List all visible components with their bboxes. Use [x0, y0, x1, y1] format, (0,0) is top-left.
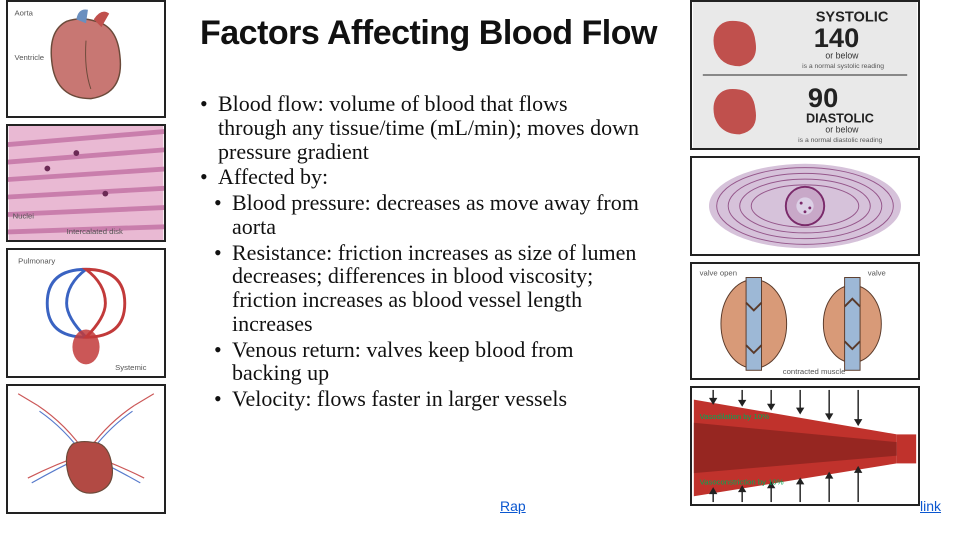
bullet-blood-flow: Blood flow: volume of blood that flows t…	[200, 92, 640, 163]
artery-histology-image	[690, 156, 920, 256]
blood-pressure-infographic-image: SYSTOLIC 140 or below is a normal systol…	[690, 0, 920, 150]
svg-text:Vasoconstriction by 10%: Vasoconstriction by 10%	[700, 478, 784, 487]
svg-text:or below: or below	[825, 50, 859, 60]
slide-title: Factors Affecting Blood Flow	[200, 14, 760, 53]
svg-text:Aorta: Aorta	[15, 9, 34, 18]
svg-text:Vasodilation by 10%: Vasodilation by 10%	[700, 412, 770, 421]
cardiac-muscle-histology-image: Nuclei Intercalated disk	[6, 124, 166, 242]
svg-text:is a normal systolic reading: is a normal systolic reading	[802, 63, 884, 70]
sub-bullet-venous-return: Venous return: valves keep blood from ba…	[214, 338, 640, 386]
sub-bullet-bp: Blood pressure: decreases as move away f…	[214, 191, 640, 239]
svg-text:Ventricle: Ventricle	[15, 53, 45, 62]
bullet-list: Blood flow: volume of blood that flows t…	[200, 92, 640, 413]
circulatory-schematic-image: Pulmonary Systemic	[6, 248, 166, 378]
vasodilation-flow-image: Vasodilation by 10% Vasoconstriction by …	[690, 386, 920, 506]
right-image-column: SYSTOLIC 140 or below is a normal systol…	[690, 0, 920, 512]
svg-text:Pulmonary: Pulmonary	[18, 257, 55, 266]
heart-vascular-tree-image	[6, 384, 166, 514]
external-link[interactable]: link	[920, 498, 941, 514]
rap-link[interactable]: Rap	[500, 498, 526, 514]
heart-anatomy-image: Aorta Ventricle	[6, 0, 166, 118]
bullet-affected-by: Affected by:	[200, 165, 640, 189]
svg-text:Intercalated disk: Intercalated disk	[67, 227, 123, 236]
slide: Aorta Ventricle Nuclei Intercala	[0, 0, 960, 540]
sub-bullet-velocity: Velocity: flows faster in larger vessels	[214, 387, 640, 411]
sub-bullet-resistance: Resistance: friction increases as size o…	[214, 241, 640, 336]
svg-text:Systemic: Systemic	[115, 363, 147, 372]
svg-text:valve open: valve open	[700, 269, 737, 278]
left-image-column: Aorta Ventricle Nuclei Intercala	[6, 0, 166, 520]
svg-text:contracted muscle: contracted muscle	[783, 367, 846, 376]
svg-text:is a normal diastolic reading: is a normal diastolic reading	[798, 137, 882, 144]
vein-valve-diagram-image: valve open valve contracted muscle	[690, 262, 920, 380]
svg-text:or below: or below	[825, 124, 859, 134]
diastolic-value: 90	[808, 82, 838, 113]
systolic-value: 140	[814, 22, 859, 53]
svg-text:Nuclei: Nuclei	[13, 212, 35, 221]
svg-text:valve: valve	[868, 269, 886, 278]
